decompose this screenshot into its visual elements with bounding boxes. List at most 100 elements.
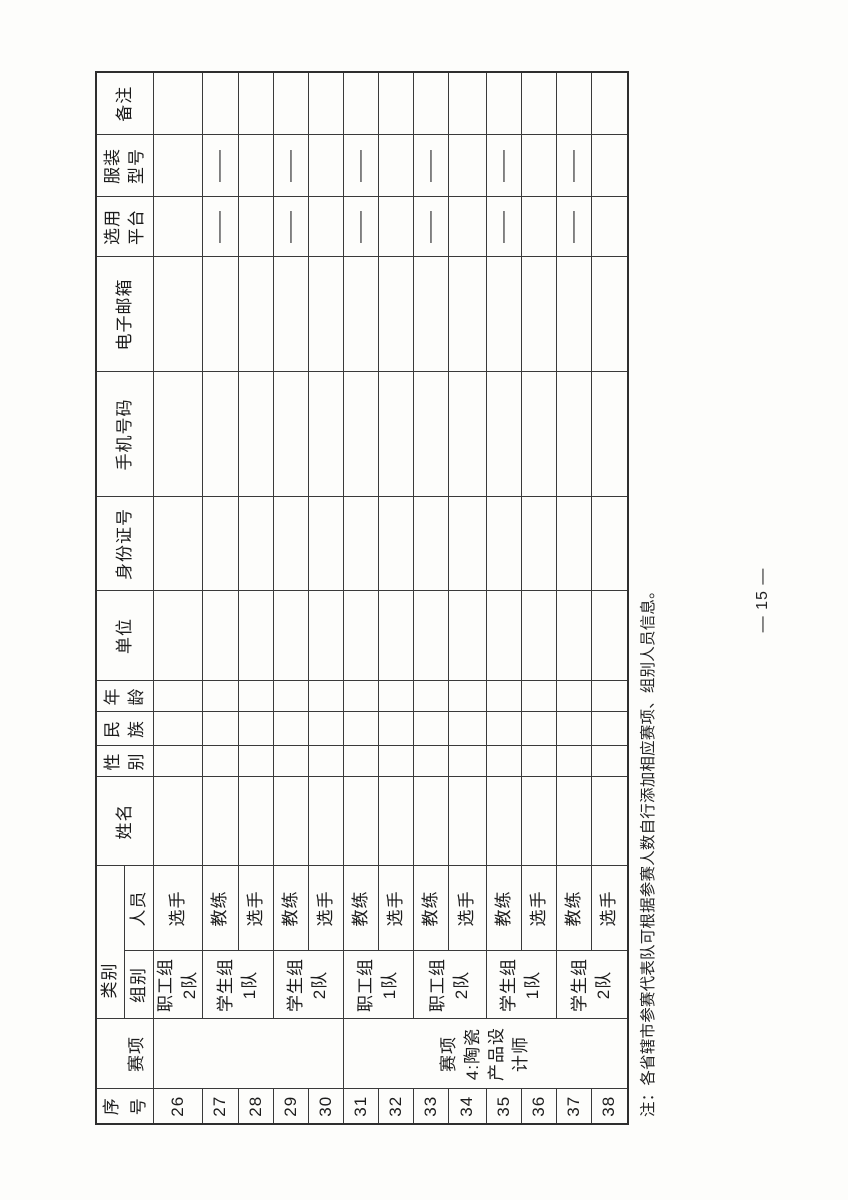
age-cell: [556, 681, 591, 712]
mobile-cell: [413, 372, 448, 497]
remarks-cell: [556, 72, 591, 135]
header-id-number: 身份证号: [96, 497, 153, 591]
age-cell: [308, 681, 343, 712]
header-remarks: 备注: [96, 72, 153, 135]
mobile-cell: [448, 372, 486, 497]
serial-cell: 37: [556, 1089, 591, 1124]
serial-cell: 32: [378, 1089, 413, 1124]
header-clothing-size: 服装 型号: [96, 135, 153, 197]
remarks-cell: [521, 72, 556, 135]
remarks-cell: [413, 72, 448, 135]
serial-cell: 38: [591, 1089, 628, 1124]
id-cell: [273, 497, 308, 591]
personnel-cell: 教练: [486, 866, 521, 951]
header-mobile: 手机号码: [96, 372, 153, 497]
gender-cell: [308, 746, 343, 777]
serial-cell: 27: [202, 1089, 238, 1124]
clothing-cell: ——: [202, 135, 238, 197]
gender-cell: [413, 746, 448, 777]
clothing-cell: [153, 135, 202, 197]
header-name: 姓名: [96, 777, 153, 866]
mobile-cell: [273, 372, 308, 497]
remarks-cell: [308, 72, 343, 135]
platform-cell: [378, 197, 413, 257]
mobile-cell: [238, 372, 273, 497]
unit-cell: [448, 591, 486, 681]
mobile-cell: [343, 372, 378, 497]
platform-cell: ——: [273, 197, 308, 257]
clothing-cell: [591, 135, 628, 197]
mobile-cell: [153, 372, 202, 497]
clothing-cell: ——: [556, 135, 591, 197]
name-cell: [556, 777, 591, 866]
personnel-cell: 选手: [238, 866, 273, 951]
serial-cell: 31: [343, 1089, 378, 1124]
id-cell: [153, 497, 202, 591]
remarks-cell: [202, 72, 238, 135]
header-group: 组别: [124, 951, 153, 1019]
gender-cell: [521, 746, 556, 777]
name-cell: [591, 777, 628, 866]
age-cell: [591, 681, 628, 712]
page-number: — 15 —: [754, 567, 771, 633]
clothing-cell: ——: [273, 135, 308, 197]
mobile-cell: [521, 372, 556, 497]
mobile-cell: [591, 372, 628, 497]
event-cell: 赛项 4:陶瓷 产品设 计师: [343, 1019, 628, 1089]
remarks-cell: [486, 72, 521, 135]
unit-cell: [591, 591, 628, 681]
mobile-cell: [556, 372, 591, 497]
id-cell: [378, 497, 413, 591]
name-cell: [273, 777, 308, 866]
ethnicity-cell: [521, 712, 556, 746]
header-unit: 单位: [96, 591, 153, 681]
clothing-cell: ——: [486, 135, 521, 197]
personnel-cell: 教练: [413, 866, 448, 951]
platform-cell: [308, 197, 343, 257]
remarks-cell: [448, 72, 486, 135]
email-cell: [486, 257, 521, 372]
clothing-cell: [238, 135, 273, 197]
platform-cell: ——: [486, 197, 521, 257]
platform-cell: ——: [413, 197, 448, 257]
age-cell: [238, 681, 273, 712]
header-age: 年 龄: [96, 681, 153, 712]
group-cell: 学生组 1队: [486, 951, 556, 1019]
clothing-cell: ——: [413, 135, 448, 197]
ethnicity-cell: [413, 712, 448, 746]
personnel-cell: 选手: [448, 866, 486, 951]
email-cell: [273, 257, 308, 372]
gender-cell: [556, 746, 591, 777]
personnel-cell: 教练: [343, 866, 378, 951]
header-email: 电子邮箱: [96, 257, 153, 372]
serial-cell: 30: [308, 1089, 343, 1124]
unit-cell: [521, 591, 556, 681]
ethnicity-cell: [273, 712, 308, 746]
unit-cell: [308, 591, 343, 681]
gender-cell: [591, 746, 628, 777]
email-cell: [153, 257, 202, 372]
ethnicity-cell: [238, 712, 273, 746]
remarks-cell: [153, 72, 202, 135]
name-cell: [343, 777, 378, 866]
personnel-cell: 选手: [308, 866, 343, 951]
id-cell: [238, 497, 273, 591]
header-serial: 序 号: [96, 1089, 153, 1124]
group-cell: 职工组 1队: [343, 951, 413, 1019]
platform-cell: [591, 197, 628, 257]
header-ethnicity: 民 族: [96, 712, 153, 746]
platform-cell: [521, 197, 556, 257]
name-cell: [413, 777, 448, 866]
email-cell: [413, 257, 448, 372]
platform-cell: [153, 197, 202, 257]
platform-cell: [448, 197, 486, 257]
id-cell: [308, 497, 343, 591]
unit-cell: [378, 591, 413, 681]
ethnicity-cell: [486, 712, 521, 746]
ethnicity-cell: [202, 712, 238, 746]
unit-cell: [343, 591, 378, 681]
name-cell: [238, 777, 273, 866]
platform-cell: [238, 197, 273, 257]
